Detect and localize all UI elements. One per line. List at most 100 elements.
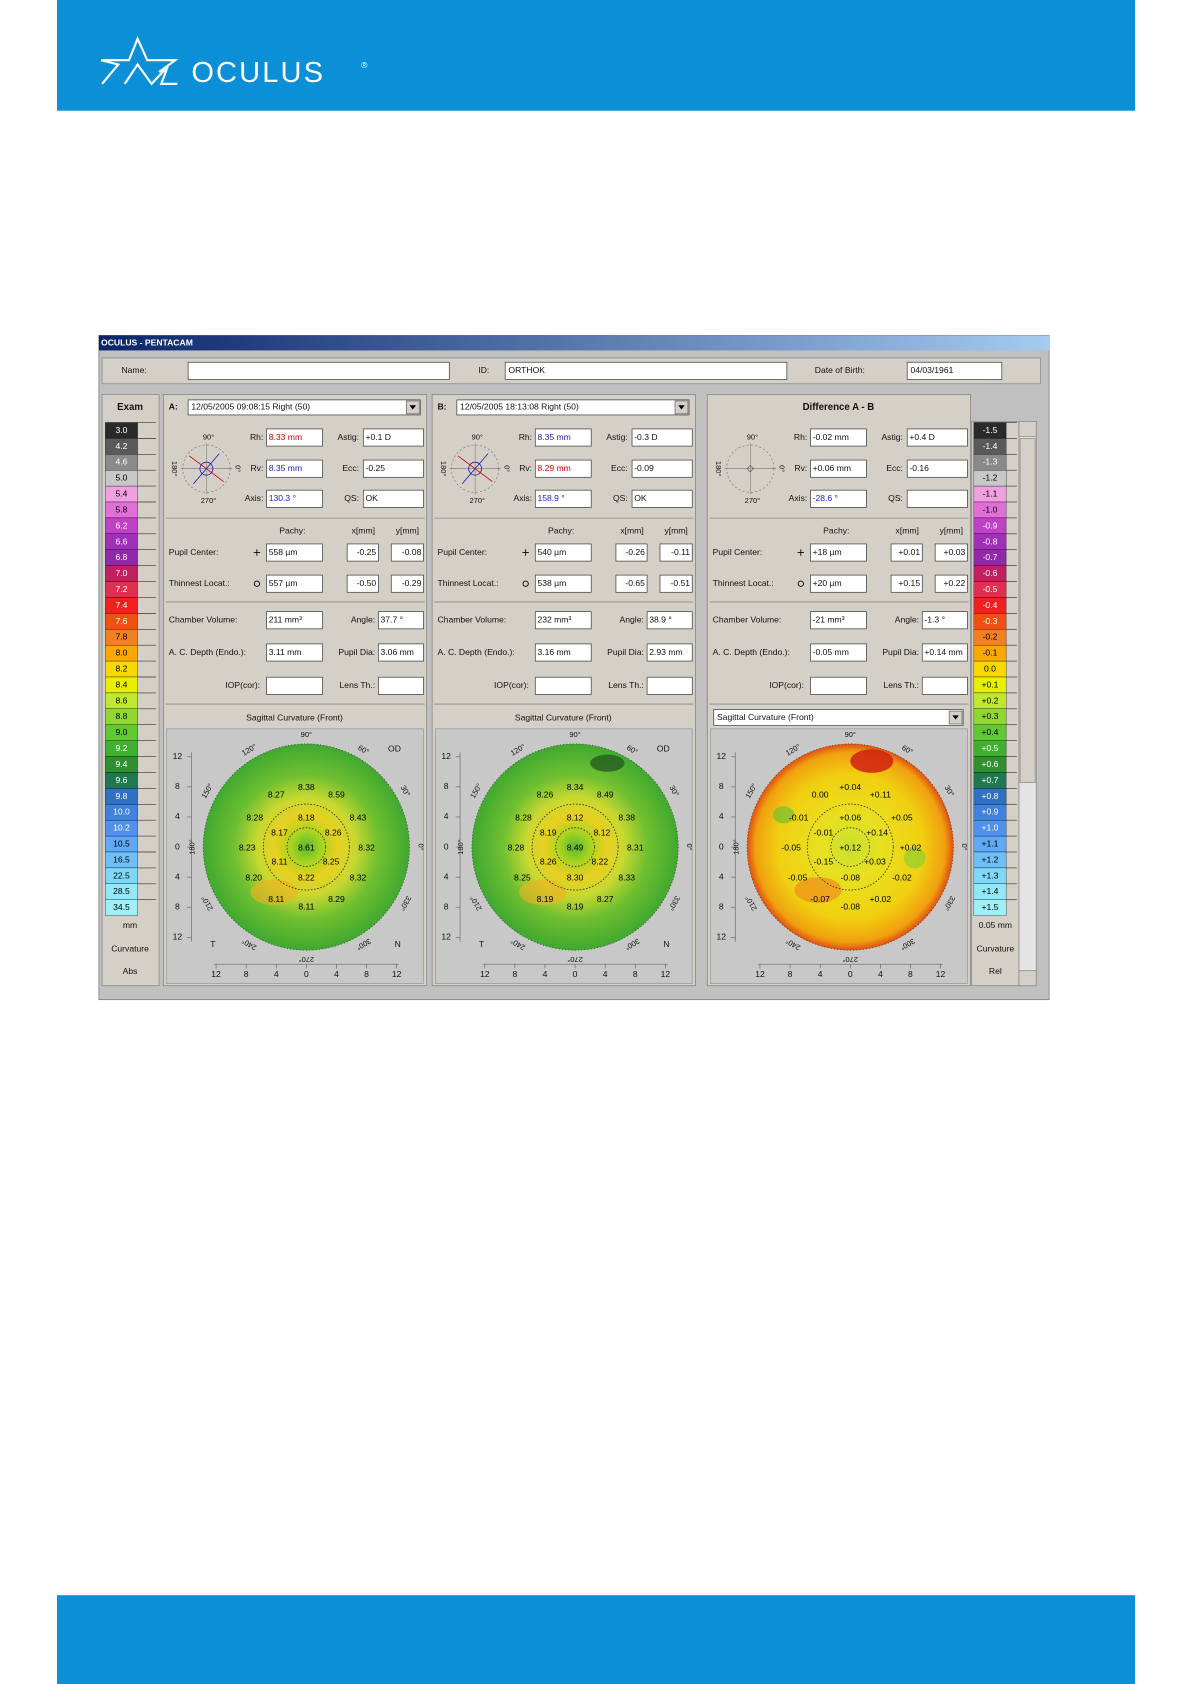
input-box (534, 543, 592, 562)
scale-label: +1.4 (982, 886, 999, 896)
map-value: 8.28 (246, 812, 263, 822)
map-patch (590, 754, 625, 772)
x-tick-label: 12 (755, 969, 765, 979)
field-value: OK (365, 493, 378, 503)
scale-mode: Curvature (977, 943, 1015, 953)
scale-label: -0.5 (983, 584, 998, 594)
scale-label: +1.1 (982, 839, 999, 849)
scale-label: 10.0 (113, 807, 130, 817)
panel-label: A: (169, 402, 178, 412)
map-value: +0.04 (839, 782, 861, 792)
eye-label: OD (657, 744, 670, 754)
eye-label: OD (388, 744, 401, 754)
compass-label: 90° (203, 432, 214, 441)
scale-label: +0.8 (982, 791, 999, 801)
field-value: +0.06 mm (813, 463, 851, 473)
input-box (377, 643, 424, 662)
input-box (534, 643, 592, 662)
scale-unit: 0.05 mm (979, 920, 1012, 930)
field-label: Ecc: (886, 463, 903, 473)
dob-label: Date of Birth: (815, 365, 865, 375)
field-label: Rh: (519, 432, 532, 442)
panel-title: Difference A - B (803, 402, 875, 413)
field-label: Rv: (794, 463, 807, 473)
field-value: 3.16 mm (537, 647, 570, 657)
scale-label: 9.6 (115, 775, 127, 785)
scale-unit: mm (123, 920, 137, 930)
x-tick-label: 4 (274, 969, 279, 979)
x-tick-label: 8 (633, 969, 638, 979)
y-tick-label: 0 (175, 841, 180, 851)
input-box (346, 574, 379, 593)
scale-swatch (105, 899, 138, 916)
compass-center (468, 461, 482, 476)
input-box (810, 643, 867, 662)
input-box (534, 489, 592, 508)
scale-label: -1.4 (983, 441, 998, 451)
column-label: y[mm] (396, 525, 419, 535)
scale-title: Exam (117, 402, 143, 413)
map-value: 8.11 (268, 894, 284, 904)
map-value: 8.32 (350, 872, 367, 882)
map-value: 8.12 (594, 827, 611, 837)
field-value: 130.3 ° (269, 493, 296, 503)
map-value: 8.49 (597, 790, 614, 800)
x-tick-label: 8 (364, 969, 369, 979)
column-label: Pachy: (548, 525, 574, 535)
zone-ring (531, 803, 619, 891)
scale-label: -1.3 (983, 457, 998, 467)
field-value: -0.29 (402, 578, 422, 588)
map-value: 8.18 (298, 812, 315, 822)
scale-label: +0.5 (982, 743, 999, 753)
scale-label: -1.0 (983, 504, 998, 514)
field-value: -0.16 (909, 463, 929, 473)
map-patch (250, 879, 298, 906)
scale-label: 9.8 (115, 791, 127, 801)
panel-label: B: (437, 402, 446, 412)
map-value: 8.25 (514, 872, 531, 882)
registered-mark: ® (361, 60, 368, 70)
field-label: Axis: (789, 493, 808, 503)
input-box (659, 574, 693, 593)
field-label: Axis: (245, 493, 264, 503)
row-label: Chamber Volume: (437, 615, 506, 625)
field-value: 3.11 mm (269, 647, 302, 657)
y-tick-label: 8 (444, 902, 449, 912)
dropdown-arrow (952, 715, 959, 720)
field-value: 538 µm (537, 578, 566, 588)
map-patch (794, 877, 842, 903)
input-box (934, 543, 968, 562)
map-value: 8.61 (298, 842, 315, 852)
y-tick-label: 4 (719, 811, 724, 821)
input-box (377, 676, 424, 695)
marker (522, 580, 529, 587)
row-label: IOP(cor): (494, 680, 529, 690)
map-value: 8.59 (328, 790, 345, 800)
map-value: 8.49 (567, 842, 584, 852)
input-box (810, 611, 867, 630)
scale-label: 3.0 (115, 425, 127, 435)
footer-bar (56, 1595, 1136, 1684)
exam-select: 12/05/2005 18:13:08 Right (50) (460, 402, 579, 412)
map-value: 8.19 (537, 894, 554, 904)
map-value: -0.15 (814, 856, 834, 866)
input-box (921, 676, 968, 695)
input-box (906, 361, 1003, 380)
y-tick-label: 4 (175, 871, 180, 881)
scale-label: 6.2 (115, 520, 127, 530)
field-value: 158.9 ° (537, 493, 564, 503)
scale-label: +0.4 (982, 727, 999, 737)
marker (797, 580, 804, 587)
row-label: A. C. Depth (Endo.): (713, 647, 790, 657)
y-tick-label: 12 (441, 751, 451, 761)
field-value: -0.51 (671, 578, 691, 588)
compass-label: 180° (170, 461, 179, 477)
y-tick-label: 12 (173, 751, 183, 761)
scale-label: 7.2 (115, 584, 127, 594)
side-label: T (479, 939, 485, 949)
side-label: N (395, 939, 401, 949)
scale-label: +0.6 (982, 759, 999, 769)
map-value: 8.22 (298, 872, 315, 882)
side-label: T (210, 939, 216, 949)
y-tick-label: 4 (444, 811, 449, 821)
